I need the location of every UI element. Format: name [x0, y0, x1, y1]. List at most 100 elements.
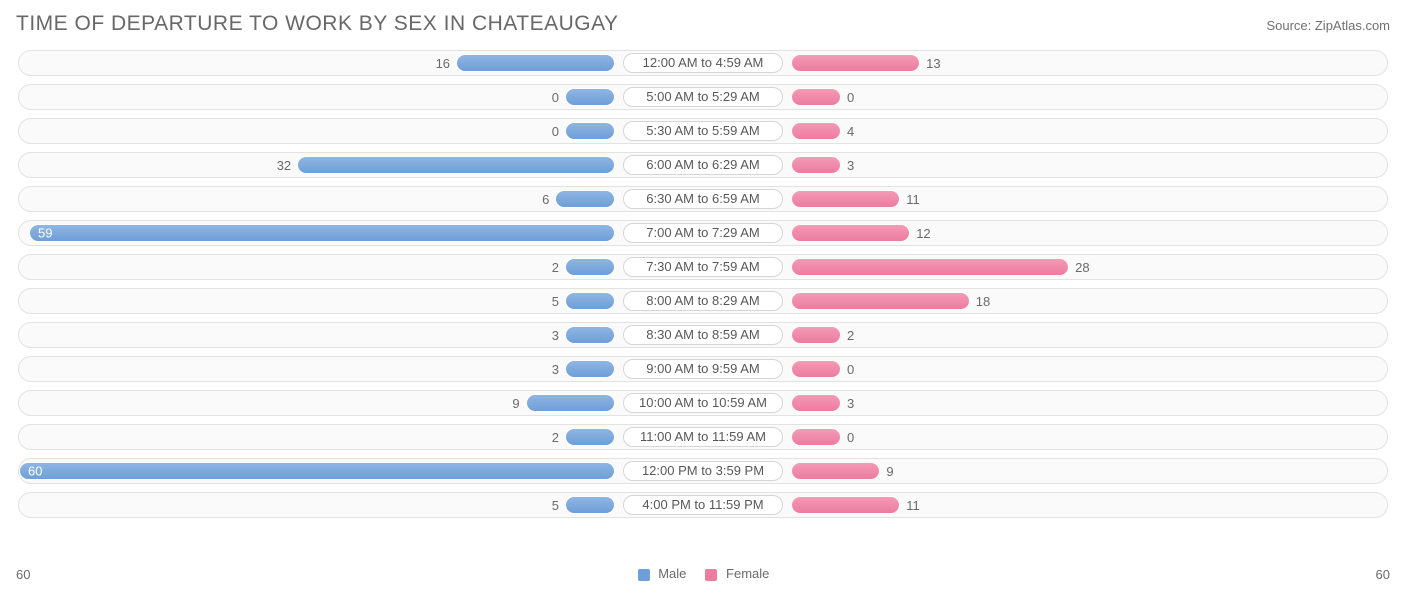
male-half: 2: [19, 255, 703, 279]
male-value: 5: [552, 294, 559, 309]
male-value: 16: [436, 56, 450, 71]
male-bar: [565, 326, 615, 344]
chart-row: 9 3 10:00 AM to 10:59 AM: [18, 390, 1388, 416]
category-label: 8:30 AM to 8:59 AM: [623, 325, 783, 345]
legend-male-label: Male: [658, 566, 686, 581]
male-bar: [456, 54, 615, 72]
male-half: 59: [19, 221, 703, 245]
male-half: 2: [19, 425, 703, 449]
chart-row: 0 0 5:00 AM to 5:29 AM: [18, 84, 1388, 110]
chart-row: 2 011:00 AM to 11:59 AM: [18, 424, 1388, 450]
male-value: 2: [552, 260, 559, 275]
category-label: 5:00 AM to 5:29 AM: [623, 87, 783, 107]
female-half: 28: [703, 255, 1387, 279]
male-value: 3: [552, 362, 559, 377]
chart-row: 5 11 4:00 PM to 11:59 PM: [18, 492, 1388, 518]
axis-max-left: 60: [16, 567, 30, 582]
legend-male: Male: [637, 566, 687, 582]
category-label: 6:00 AM to 6:29 AM: [623, 155, 783, 175]
male-value: 59: [38, 226, 52, 241]
male-value: 2: [552, 430, 559, 445]
female-bar: [791, 462, 880, 480]
category-label: 7:30 AM to 7:59 AM: [623, 257, 783, 277]
category-label: 12:00 PM to 3:59 PM: [623, 461, 783, 481]
female-half: 12: [703, 221, 1387, 245]
male-half: 5: [19, 493, 703, 517]
female-bar: [791, 224, 910, 242]
male-half: 32: [19, 153, 703, 177]
male-bar: 60: [19, 462, 615, 480]
male-bar: [555, 190, 615, 208]
female-value: 3: [847, 396, 854, 411]
male-bar: 59: [29, 224, 615, 242]
female-half: 18: [703, 289, 1387, 313]
male-half: 3: [19, 323, 703, 347]
female-half: 3: [703, 391, 1387, 415]
female-half: 2: [703, 323, 1387, 347]
male-bar: [565, 360, 615, 378]
male-half: 16: [19, 51, 703, 75]
category-label: 11:00 AM to 11:59 AM: [623, 427, 783, 447]
male-value: 6: [542, 192, 549, 207]
female-half: 4: [703, 119, 1387, 143]
legend-female: Female: [704, 566, 769, 582]
chart-row: 309:00 AM to 9:59 AM: [18, 356, 1388, 382]
female-half: 13: [703, 51, 1387, 75]
female-bar: [791, 258, 1069, 276]
female-bar: [791, 122, 841, 140]
male-swatch-icon: [637, 568, 651, 582]
male-half: 6: [19, 187, 703, 211]
female-value: 28: [1075, 260, 1089, 275]
chart-title: TIME OF DEPARTURE TO WORK BY SEX IN CHAT…: [16, 12, 619, 36]
category-label: 6:30 AM to 6:59 AM: [623, 189, 783, 209]
female-half: 0: [703, 357, 1387, 381]
female-value: 11: [906, 192, 920, 207]
female-bar: [791, 54, 920, 72]
female-value: 3: [847, 158, 854, 173]
chart-row: 16 13 12:00 AM to 4:59 AM: [18, 50, 1388, 76]
male-bar: [565, 292, 615, 310]
category-label: 5:30 AM to 5:59 AM: [623, 121, 783, 141]
female-value: 0: [847, 90, 854, 105]
male-value: 32: [277, 158, 291, 173]
chart-row: 5 18 8:00 AM to 8:29 AM: [18, 288, 1388, 314]
female-value: 9: [886, 464, 893, 479]
female-value: 4: [847, 124, 854, 139]
female-value: 13: [926, 56, 940, 71]
chart-row: 0 4 5:30 AM to 5:59 AM: [18, 118, 1388, 144]
chart-header: TIME OF DEPARTURE TO WORK BY SEX IN CHAT…: [16, 12, 1390, 36]
female-bar: [791, 394, 841, 412]
male-value: 9: [512, 396, 519, 411]
chart-row: 3 2 8:30 AM to 8:59 AM: [18, 322, 1388, 348]
category-label: 12:00 AM to 4:59 AM: [623, 53, 783, 73]
chart-row: 6 11 6:30 AM to 6:59 AM: [18, 186, 1388, 212]
female-bar: [791, 190, 900, 208]
category-label: 8:00 AM to 8:29 AM: [623, 291, 783, 311]
male-bar: [565, 122, 615, 140]
category-label: 4:00 PM to 11:59 PM: [623, 495, 783, 515]
female-swatch-icon: [704, 568, 718, 582]
female-value: 11: [906, 498, 920, 513]
chart-source: Source: ZipAtlas.com: [1266, 18, 1390, 33]
category-label: 10:00 AM to 10:59 AM: [623, 393, 783, 413]
chart-row: 59127:00 AM to 7:29 AM: [18, 220, 1388, 246]
female-half: 11: [703, 187, 1387, 211]
female-bar: [791, 428, 841, 446]
female-half: 0: [703, 425, 1387, 449]
legend-female-label: Female: [726, 566, 769, 581]
male-half: 3: [19, 357, 703, 381]
female-value: 12: [916, 226, 930, 241]
female-value: 2: [847, 328, 854, 343]
legend: Male Female: [637, 566, 770, 582]
chart-row: 60 9 12:00 PM to 3:59 PM: [18, 458, 1388, 484]
male-bar: [526, 394, 615, 412]
female-half: 3: [703, 153, 1387, 177]
male-value: 0: [552, 124, 559, 139]
chart-row: 32 3 6:00 AM to 6:29 AM: [18, 152, 1388, 178]
chart-row: 2 28 7:30 AM to 7:59 AM: [18, 254, 1388, 280]
male-half: 0: [19, 85, 703, 109]
female-value: 0: [847, 362, 854, 377]
male-value: 0: [552, 90, 559, 105]
female-value: 18: [976, 294, 990, 309]
male-bar: [565, 496, 615, 514]
